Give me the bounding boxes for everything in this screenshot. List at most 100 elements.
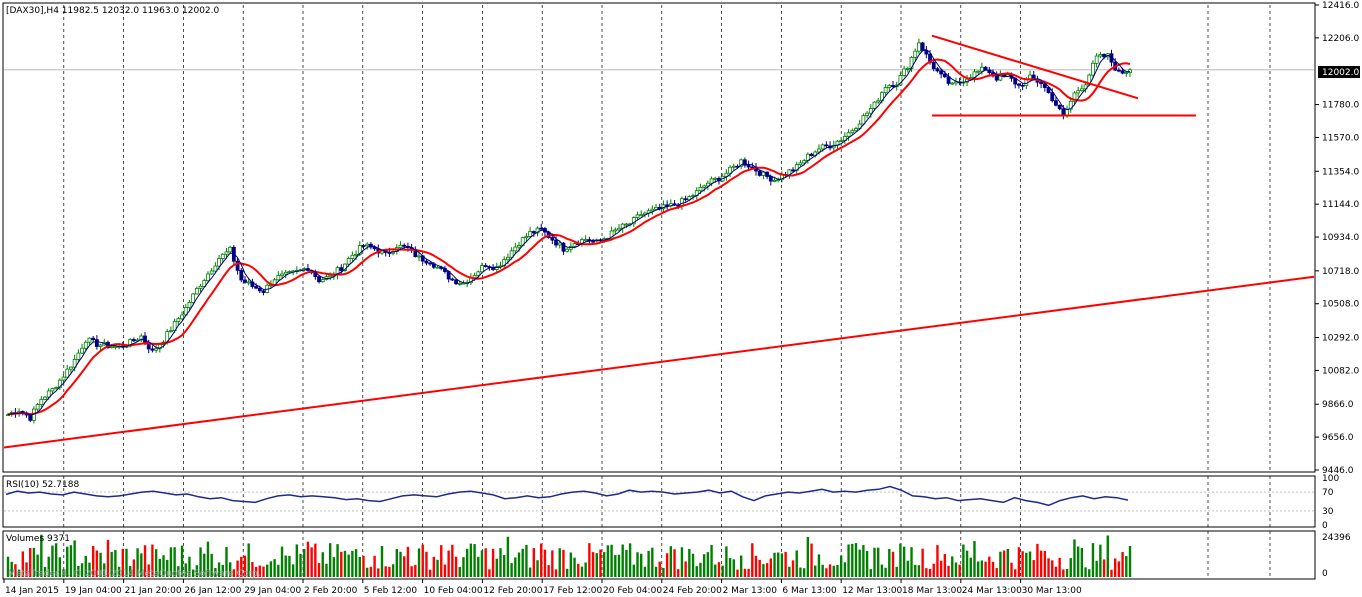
volume-bar-down <box>454 556 458 577</box>
volume-bar-down <box>765 563 769 577</box>
volume-bar-down <box>1058 557 1061 577</box>
bull-candle <box>872 101 877 109</box>
volume-bar-down <box>369 566 373 577</box>
bull-candle <box>709 178 714 184</box>
volume-bar-up <box>506 536 510 577</box>
volume-bar-down <box>414 564 417 577</box>
volume-bar-up <box>43 566 47 577</box>
volume-bar-down <box>132 559 136 577</box>
trendlines[interactable] <box>3 34 1315 449</box>
volume-bar-up <box>884 567 887 577</box>
bull-candle <box>624 223 629 226</box>
rsi-panel[interactable] <box>2 475 1316 528</box>
volume-bar-down <box>254 566 258 577</box>
bear-candle <box>28 414 33 421</box>
bear-candle <box>1050 92 1055 102</box>
bull-candle <box>365 243 370 247</box>
bull-candle <box>528 231 533 237</box>
volume-bar-up <box>702 554 706 577</box>
volume-bar-down <box>769 558 773 577</box>
volume-bar-up <box>617 554 621 577</box>
volume-bar-down <box>921 548 924 577</box>
volume-bar-down <box>232 569 236 577</box>
volume-label: Volumes 9371 <box>6 534 70 544</box>
volume-bar-down <box>984 561 987 577</box>
volume-bar-up <box>166 559 169 577</box>
volume-bar-up <box>651 547 654 577</box>
price-panel[interactable] <box>2 2 1316 473</box>
volume-bar-up <box>976 561 980 577</box>
volume-bar-up <box>584 562 587 577</box>
price-tick-label: 10292.0 <box>1322 334 1359 344</box>
volume-bar-down <box>340 551 343 577</box>
bull-candle <box>154 348 159 351</box>
volume-bar-up <box>788 566 791 577</box>
bear-candle <box>891 85 895 88</box>
rsi-axis: 100 70 30 0 <box>1322 474 1339 531</box>
volume-bar-up <box>273 559 276 577</box>
bull-candle <box>839 140 844 142</box>
volume-bar-up <box>773 552 776 577</box>
volume-bar-down <box>747 568 750 577</box>
rsi-line <box>5 485 1129 507</box>
volume-bar-down <box>1047 558 1050 577</box>
volume-bar-up <box>851 543 854 577</box>
volume-bar-up <box>802 568 806 577</box>
volume-bar-down <box>665 553 669 577</box>
bear-candle <box>683 198 688 201</box>
bull-candle <box>1094 55 1099 64</box>
volume-bar-down <box>373 555 376 577</box>
bull-candle <box>761 171 766 176</box>
volume-bar-down <box>491 548 495 577</box>
bull-candle <box>506 256 510 261</box>
volume-bar-up <box>580 566 584 577</box>
volume-bar-up <box>80 563 84 577</box>
bear-candle <box>561 242 566 252</box>
bull-candle <box>524 235 529 239</box>
current-price-box <box>1318 66 1360 78</box>
volume-bar-up <box>1088 569 1091 577</box>
volume-bar-down <box>936 545 939 577</box>
volume-bar-down <box>784 551 787 577</box>
volume-bar-up <box>17 569 21 577</box>
bull-candle <box>194 287 199 295</box>
bear-candle <box>539 227 544 230</box>
bull-candle <box>72 358 77 368</box>
volume-bar-up <box>66 546 69 577</box>
volume-bar-up <box>225 546 228 577</box>
bull-candle <box>354 253 358 256</box>
volume-bar-up <box>954 562 958 577</box>
bull-candle <box>613 229 618 232</box>
bear-candle <box>824 144 829 147</box>
volume-bar-up <box>951 556 954 577</box>
bear-candle <box>254 286 258 289</box>
volume-bar-up <box>795 550 798 577</box>
volume-bar-down <box>925 568 928 577</box>
bull-candle <box>457 282 462 285</box>
volume-bar-up <box>328 543 332 577</box>
volume-bar-down <box>673 549 676 577</box>
volume-bar-down <box>736 569 739 577</box>
volume-bar-up <box>647 550 650 577</box>
volume-bar-up <box>1065 568 1069 577</box>
volume-bar-up <box>399 551 402 577</box>
volume-bar-up <box>69 545 73 577</box>
volume-bar-up <box>725 546 728 577</box>
bear-candle <box>554 239 558 246</box>
time-tick-label: 29 Jan 04:00 <box>244 586 301 596</box>
volume-bar-down <box>1039 550 1043 577</box>
volume-bar-down <box>251 562 254 577</box>
volume-bar-up <box>762 564 765 577</box>
volume-bar-up <box>6 556 10 577</box>
bear-candle <box>454 279 458 285</box>
volume-bar-up <box>358 556 361 577</box>
volume-bar-up <box>602 552 606 577</box>
volume-bar-up <box>888 548 891 577</box>
volume-bar-up <box>517 552 521 577</box>
volume-bar-up <box>36 554 39 577</box>
bull-candle <box>565 248 570 252</box>
bull-candle <box>39 399 44 406</box>
volume-bar-up <box>354 549 358 577</box>
volume-bar-up <box>288 555 291 577</box>
